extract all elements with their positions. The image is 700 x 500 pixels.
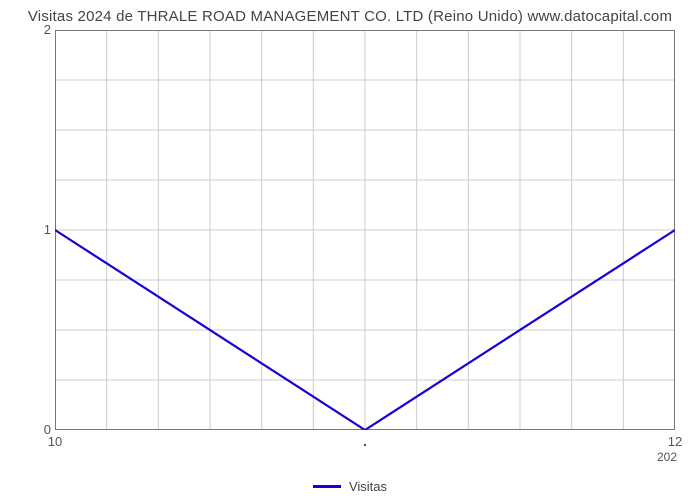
chart-container: Visitas 2024 de THRALE ROAD MANAGEMENT C… <box>0 0 700 500</box>
x-tick-label: 12 <box>663 434 687 449</box>
y-tick-label: 1 <box>25 222 51 237</box>
chart-title: Visitas 2024 de THRALE ROAD MANAGEMENT C… <box>0 8 700 25</box>
legend: Visitas <box>0 475 700 494</box>
legend-label: Visitas <box>349 479 387 494</box>
x-sub-label: 202 <box>657 450 677 464</box>
legend-item: Visitas <box>313 479 387 494</box>
x-tick-label: 10 <box>43 434 67 449</box>
x-center-dot <box>364 444 366 446</box>
line-chart <box>55 30 675 430</box>
y-tick-label: 2 <box>25 22 51 37</box>
legend-swatch <box>313 485 341 488</box>
